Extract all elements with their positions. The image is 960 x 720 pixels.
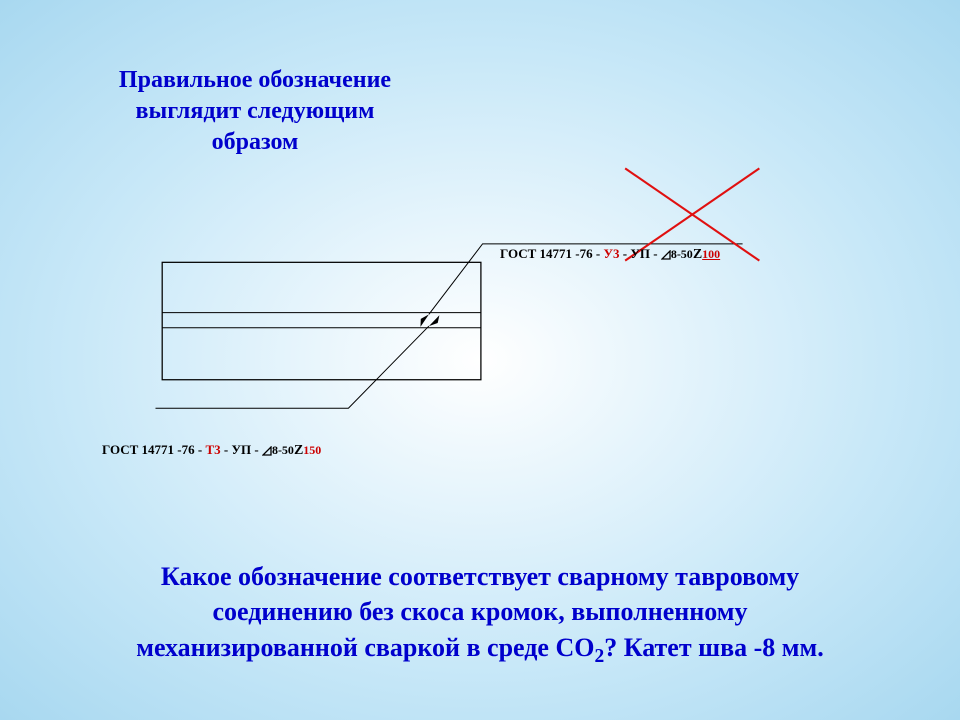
question-line2: соединению без скоса кромок, выполненном…: [213, 597, 748, 626]
page-title: Правильное обозначение выглядит следующи…: [95, 65, 415, 159]
question-line3a: механизированной сваркой в среде CO: [136, 633, 594, 662]
diagram: ГОСТ 14771 -76 - У3 - УП - 8-50Z100 ГОСТ…: [100, 250, 860, 470]
weld-label-top: ГОСТ 14771 -76 - У3 - УП - 8-50Z100: [500, 246, 720, 263]
question-line1: Какое обозначение соответствует сварному…: [161, 562, 799, 591]
question-line3b: ? Катет шва -8 мм.: [604, 633, 824, 662]
question-subscript: 2: [594, 646, 604, 667]
weld-label-bottom: ГОСТ 14771 -76 - Т3 - УП - 8-50Z150: [102, 442, 321, 459]
question-text: Какое обозначение соответствует сварному…: [40, 559, 920, 670]
diagram-svg: [90, 160, 850, 420]
